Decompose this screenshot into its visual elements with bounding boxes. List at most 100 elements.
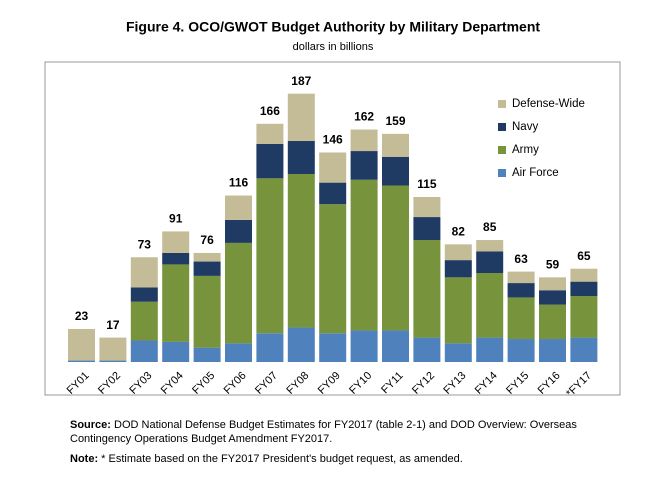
bar-segment <box>382 185 409 331</box>
bar-segment <box>382 133 409 157</box>
bar-segment <box>413 217 441 241</box>
bar-segment <box>570 281 598 296</box>
bar-segment <box>68 328 95 361</box>
legend-swatch <box>498 169 506 177</box>
total-label: 116 <box>229 176 249 190</box>
total-label: 76 <box>200 233 214 247</box>
total-label: 73 <box>138 237 152 251</box>
bar-segment <box>287 327 315 362</box>
bar-segment <box>350 330 378 362</box>
bar-segment <box>539 304 566 340</box>
bar-segment <box>162 341 190 362</box>
bar-segment <box>287 141 315 175</box>
total-label: 23 <box>75 309 89 323</box>
bar-segment <box>382 156 409 186</box>
total-label: 187 <box>291 74 311 88</box>
total-label: 59 <box>546 258 560 272</box>
bar-segment <box>130 301 158 341</box>
bar-segment <box>225 343 252 362</box>
bar-segment <box>444 244 472 261</box>
chart-subtitle: dollars in billions <box>293 41 374 53</box>
bar-segment <box>476 273 504 338</box>
bar-segment <box>476 240 504 252</box>
x-tick-label: FY13 <box>441 370 468 397</box>
x-tick-label: FY04 <box>159 370 186 397</box>
x-tick-label: FY09 <box>316 370 343 397</box>
bar-segment <box>193 275 221 348</box>
bar-segment <box>539 277 566 291</box>
bar-segment <box>225 219 252 243</box>
bar-segment <box>162 252 190 265</box>
bar-segment <box>162 231 190 253</box>
bar-segment <box>507 297 535 340</box>
bar-segment <box>99 360 127 362</box>
legend-swatch <box>498 123 506 131</box>
bar-segment <box>507 271 535 284</box>
plot-frame <box>44 61 621 396</box>
legend-swatch <box>498 100 506 108</box>
bar-segment <box>350 179 378 331</box>
x-tick-label: FY16 <box>536 370 563 397</box>
bar-segment <box>256 123 284 144</box>
legend-label: Navy <box>512 121 538 133</box>
total-label: 65 <box>577 249 591 263</box>
x-tick-label: FY15 <box>504 370 531 397</box>
bar-segment <box>444 343 472 362</box>
x-tick-label: FY07 <box>253 370 280 397</box>
bar-segment <box>570 337 598 362</box>
bar-segment <box>319 204 347 334</box>
bar-segment <box>570 268 598 282</box>
x-tick-label: FY06 <box>222 370 249 397</box>
x-tick-label: FY11 <box>379 370 406 397</box>
bar-segment <box>319 182 347 205</box>
bar-segment <box>507 283 535 298</box>
bar-segment <box>225 195 252 220</box>
total-label: 17 <box>106 318 120 332</box>
bar-segment <box>570 295 598 338</box>
bar-segment <box>130 257 158 288</box>
bar-segment <box>476 337 504 362</box>
bar-segment <box>444 260 472 278</box>
source-text: DOD National Defense Budget Estimates fo… <box>70 419 577 445</box>
bar-segment <box>413 240 441 338</box>
bar-segment <box>287 93 315 142</box>
x-tick-label: FY02 <box>96 370 123 397</box>
x-tick-label: FY12 <box>410 370 437 397</box>
source-note: Source: DOD National Defense Budget Esti… <box>70 418 610 446</box>
note-text: * Estimate based on the FY2017 President… <box>101 453 463 465</box>
x-tick-label: FY10 <box>347 370 374 397</box>
legend-label: Defense-Wide <box>512 98 585 110</box>
x-tick-label: FY14 <box>473 370 500 397</box>
bar-segment <box>539 290 566 305</box>
bar-segment <box>256 333 284 362</box>
bar-segment <box>319 333 347 362</box>
bar-segment <box>413 337 441 362</box>
chart-title: Figure 4. OCO/GWOT Budget Authority by M… <box>126 19 540 35</box>
total-label: 162 <box>354 110 374 124</box>
total-label: 115 <box>417 177 437 191</box>
source-label: Source: <box>70 419 111 431</box>
bar-segment <box>413 196 441 218</box>
bar-segment <box>539 339 566 362</box>
total-label: 82 <box>452 225 466 239</box>
bar-segment <box>193 261 221 276</box>
bar-segment <box>476 251 504 274</box>
legend-label: Army <box>512 144 539 156</box>
x-tick-label: FY01 <box>65 370 92 397</box>
bar-segment <box>68 360 95 362</box>
x-tick-label: FY05 <box>190 370 217 397</box>
bar-segment <box>193 347 221 362</box>
bar-segment <box>130 340 158 362</box>
legend-label: Air Force <box>512 167 559 179</box>
bar-segment <box>444 277 472 344</box>
note-label: Note: <box>70 453 99 465</box>
chart: Figure 4. OCO/GWOT Budget Authority by M… <box>44 19 621 400</box>
bar-segment <box>130 287 158 302</box>
total-label: 166 <box>260 104 280 118</box>
bar-segment <box>287 174 315 328</box>
note: Note: * Estimate based on the FY2017 Pre… <box>70 452 610 466</box>
total-label: 91 <box>169 212 183 226</box>
total-label: 63 <box>514 252 528 266</box>
bar-segment <box>193 252 221 262</box>
